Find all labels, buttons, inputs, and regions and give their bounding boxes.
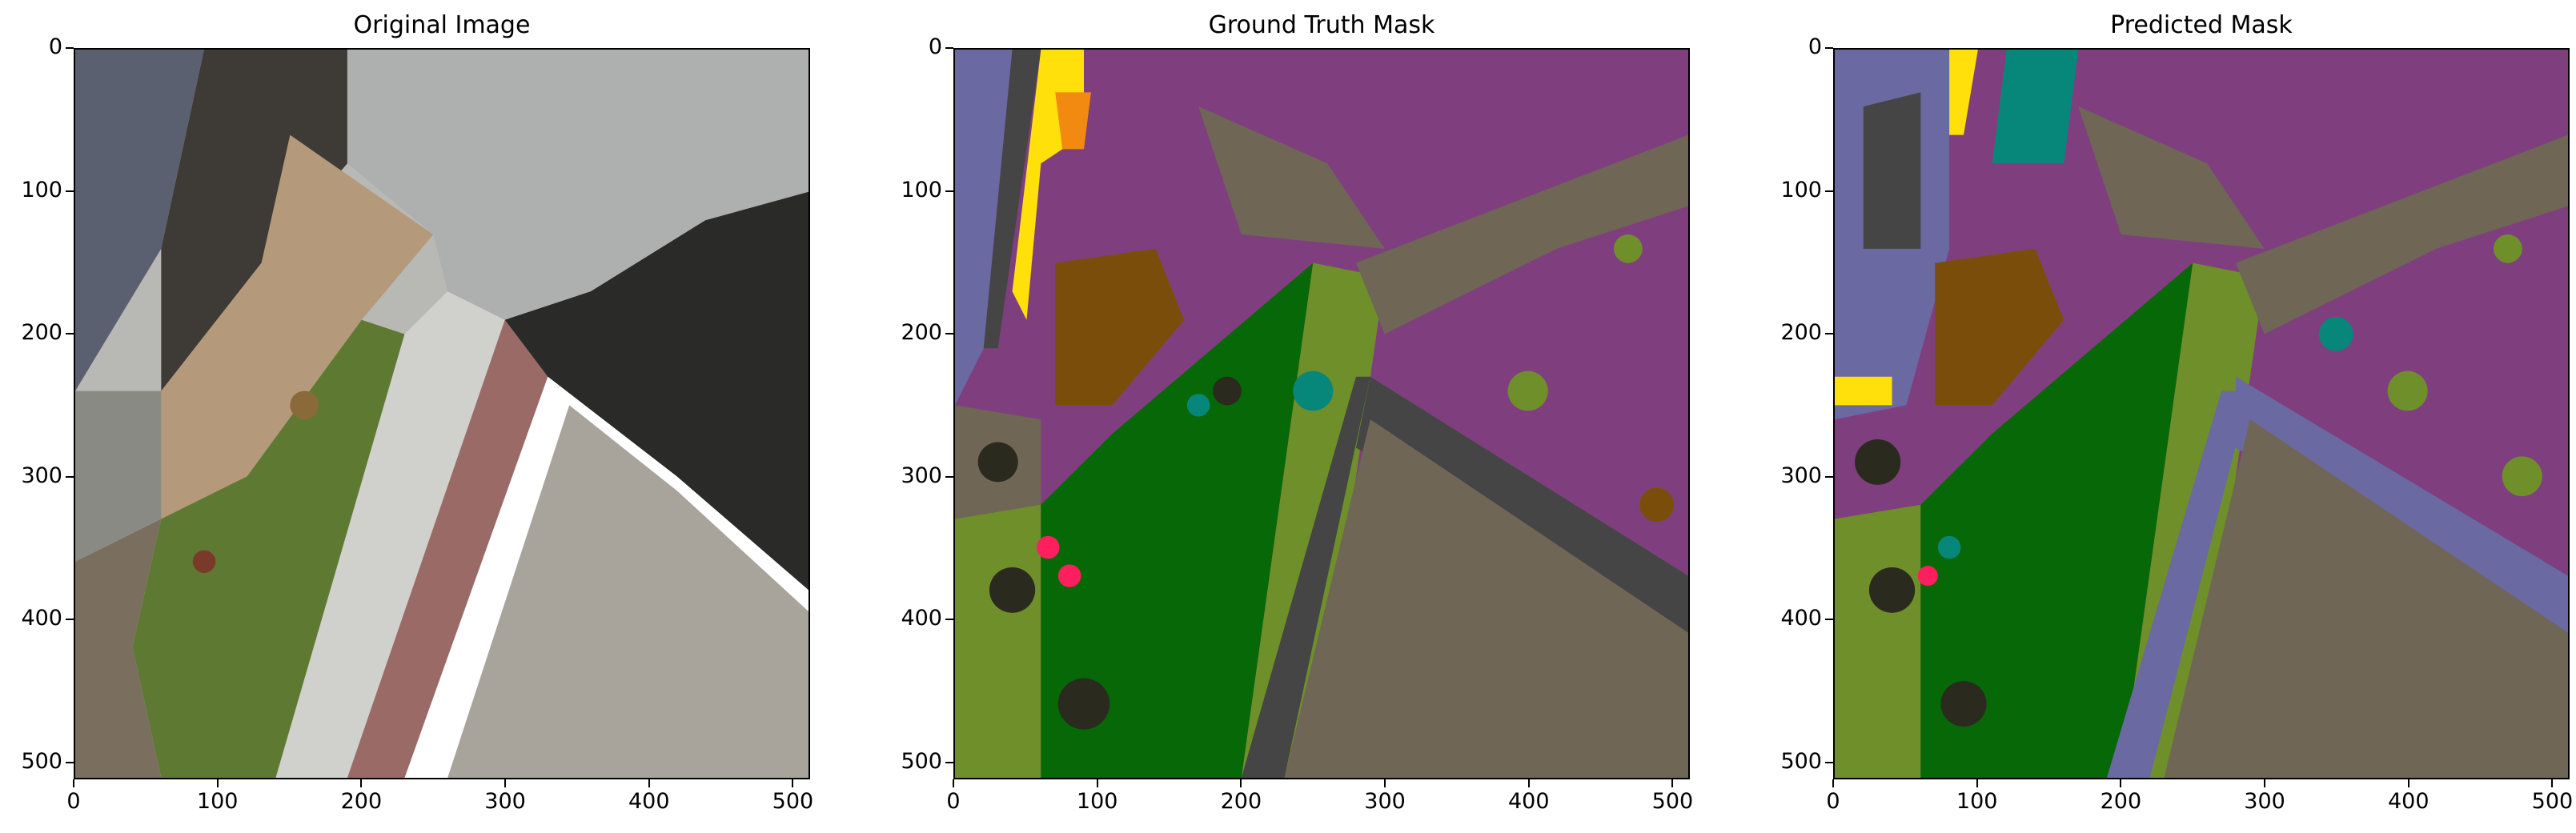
x-tick-mark bbox=[1671, 779, 1674, 787]
y-tick-label: 300 bbox=[1780, 463, 1822, 488]
x-tick-label: 300 bbox=[484, 789, 526, 814]
x-tick-mark bbox=[2264, 779, 2266, 787]
y-tick-mark bbox=[945, 47, 953, 49]
x-tick-label: 400 bbox=[628, 789, 670, 814]
y-tick-mark bbox=[1825, 190, 1833, 192]
x-tick-label: 500 bbox=[772, 789, 814, 814]
x-tick-mark bbox=[360, 779, 363, 787]
y-tick-label: 500 bbox=[1780, 748, 1822, 774]
y-tick-label: 200 bbox=[901, 320, 942, 346]
y-tick-mark bbox=[66, 47, 74, 49]
y-tick-label: 0 bbox=[1808, 34, 1822, 59]
y-tick-label: 100 bbox=[901, 177, 942, 202]
x-tick-label: 400 bbox=[1507, 789, 1550, 814]
y-tick-label: 400 bbox=[1780, 606, 1822, 631]
x-tick-mark bbox=[953, 779, 954, 787]
y-tick-mark bbox=[66, 475, 74, 478]
x-tick-mark bbox=[2120, 779, 2122, 787]
x-tick-mark bbox=[2551, 779, 2554, 787]
x-tick-mark bbox=[792, 779, 794, 787]
x-tick-label: 0 bbox=[66, 789, 81, 814]
x-tick-mark bbox=[1527, 779, 1530, 787]
y-tick-mark bbox=[945, 619, 953, 621]
x-tick-label: 0 bbox=[1826, 789, 1840, 814]
y-tick-mark bbox=[945, 333, 953, 335]
y-tick-label: 200 bbox=[1780, 320, 1822, 346]
y-tick-label: 0 bbox=[48, 34, 62, 59]
x-tick-mark bbox=[73, 779, 74, 787]
y-tick-label: 500 bbox=[901, 748, 942, 774]
x-tick-label: 200 bbox=[2100, 789, 2142, 814]
x-tick-label: 200 bbox=[1220, 789, 1262, 814]
y-tick-label: 100 bbox=[1780, 177, 1822, 202]
y-tick-mark bbox=[66, 761, 74, 763]
y-tick-mark bbox=[66, 190, 74, 192]
x-tick-label: 400 bbox=[2387, 789, 2430, 814]
y-tick-mark bbox=[945, 475, 953, 478]
original-image-axes bbox=[74, 48, 810, 779]
x-tick-label: 300 bbox=[1364, 789, 1406, 814]
y-tick-label: 100 bbox=[21, 177, 62, 202]
x-tick-mark bbox=[648, 779, 650, 787]
x-tick-mark bbox=[1976, 779, 1978, 787]
panel-title-original: Original Image bbox=[353, 11, 531, 39]
original-image bbox=[75, 50, 809, 778]
ground-truth-mask-axes bbox=[953, 48, 1690, 779]
x-tick-mark bbox=[2407, 779, 2409, 787]
x-tick-label: 300 bbox=[2244, 789, 2285, 814]
y-tick-mark bbox=[66, 333, 74, 335]
predicted-mask-axes bbox=[1833, 48, 2570, 779]
x-tick-label: 100 bbox=[1956, 789, 1998, 814]
y-tick-label: 400 bbox=[901, 606, 942, 631]
x-tick-label: 0 bbox=[946, 789, 961, 814]
y-tick-label: 400 bbox=[21, 606, 62, 631]
y-tick-label: 300 bbox=[901, 463, 942, 488]
y-tick-mark bbox=[1825, 619, 1833, 621]
y-tick-label: 500 bbox=[21, 748, 62, 774]
panel-title-ground-truth: Ground Truth Mask bbox=[1208, 11, 1435, 39]
y-tick-mark bbox=[1825, 333, 1833, 335]
y-tick-mark bbox=[1825, 475, 1833, 478]
y-tick-mark bbox=[945, 761, 953, 763]
y-tick-mark bbox=[1825, 47, 1833, 49]
x-tick-mark bbox=[1240, 779, 1242, 787]
x-tick-label: 500 bbox=[2531, 789, 2574, 814]
x-tick-label: 100 bbox=[1076, 789, 1118, 814]
predicted-mask bbox=[1835, 50, 2568, 778]
x-tick-mark bbox=[504, 779, 507, 787]
y-tick-label: 300 bbox=[21, 463, 62, 488]
x-tick-mark bbox=[1832, 779, 1834, 787]
x-tick-mark bbox=[216, 779, 219, 787]
y-tick-label: 200 bbox=[21, 320, 62, 346]
x-tick-mark bbox=[1384, 779, 1386, 787]
y-tick-mark bbox=[66, 619, 74, 621]
x-tick-label: 500 bbox=[1651, 789, 1694, 814]
y-tick-mark bbox=[945, 190, 953, 192]
x-tick-label: 100 bbox=[196, 789, 239, 814]
x-tick-label: 200 bbox=[340, 789, 383, 814]
y-tick-mark bbox=[1825, 761, 1833, 763]
y-tick-label: 0 bbox=[928, 34, 942, 59]
ground-truth-mask bbox=[955, 50, 1688, 778]
panel-title-predicted: Predicted Mask bbox=[2110, 11, 2293, 39]
x-tick-mark bbox=[1096, 779, 1098, 787]
